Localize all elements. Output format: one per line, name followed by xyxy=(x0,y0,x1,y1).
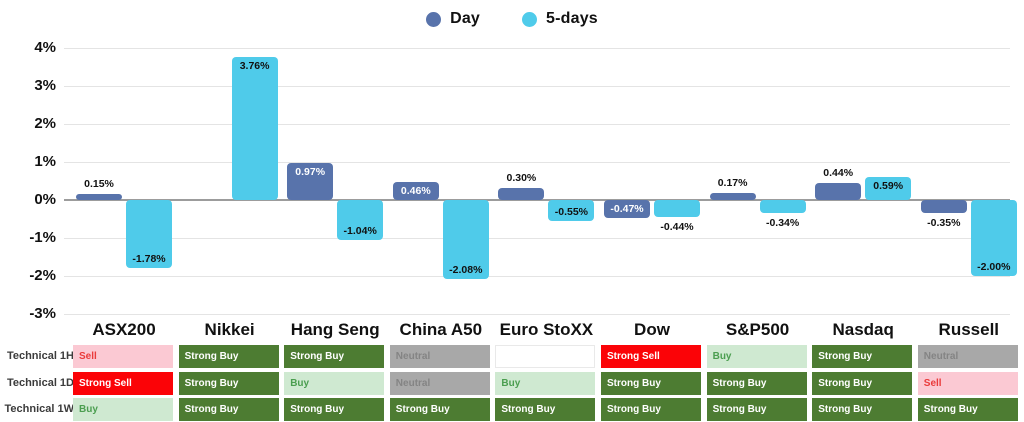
bar-5-days-dow xyxy=(654,199,700,217)
category-label-euro-stoxx: Euro StoXX xyxy=(499,320,594,339)
y-axis-tick: 3% xyxy=(34,76,56,94)
chart-legend: Day 5-days xyxy=(0,5,1024,33)
rating-cell-s-p500: Strong Buy xyxy=(706,398,807,421)
y-axis-tick: 4% xyxy=(34,38,56,56)
bar-5-days-nasdaq xyxy=(865,177,912,200)
rating-cell-china-a50: Neutral xyxy=(389,372,490,395)
rating-cell-euro-stoxx xyxy=(495,345,596,368)
rating-cell-russell: Neutral xyxy=(917,345,1018,368)
bar-5-days-hang-seng xyxy=(337,199,384,240)
bar-value-label: -0.47% xyxy=(610,202,644,215)
bar-day-euro-stoxx xyxy=(498,188,545,200)
bar-value-label: 0.15% xyxy=(84,178,114,191)
bar-value-label: -0.44% xyxy=(660,220,694,233)
legend-label: 5-days xyxy=(546,10,598,27)
y-axis-tick: 0% xyxy=(34,190,56,208)
bar-5-days-russell xyxy=(970,199,1017,277)
rating-cell-china-a50: Strong Buy xyxy=(389,398,490,421)
category-label-hang-seng: Hang Seng xyxy=(290,320,380,339)
bar-value-label: 0.46% xyxy=(400,185,431,198)
rating-cell-russell: Sell xyxy=(917,372,1018,395)
bar-value-label: -0.34% xyxy=(765,216,800,229)
category-label-nasdaq: Nasdaq xyxy=(832,320,894,339)
rating-cell-dow: Strong Buy xyxy=(601,398,701,421)
bar-day-nasdaq xyxy=(815,183,862,200)
rating-cell-russell: Strong Buy xyxy=(917,398,1018,421)
table-row-label: Technical 1H xyxy=(6,350,74,362)
bar-value-label: 3.76% xyxy=(239,59,270,72)
legend-item-5-days: 5-days xyxy=(522,10,598,28)
gridline xyxy=(64,161,1010,163)
y-axis-tick: -1% xyxy=(29,229,56,246)
bar-day-hang-seng xyxy=(287,162,334,200)
gridline xyxy=(64,238,1010,239)
y-axis-tick: 2% xyxy=(34,114,56,132)
rating-cell-s-p500: Strong Buy xyxy=(706,372,807,395)
y-axis-tick: 1% xyxy=(34,152,56,170)
bar-5-days-asx200 xyxy=(126,199,172,268)
rating-cell-dow: Strong Buy xyxy=(601,372,701,395)
rating-cell-asx200: Buy xyxy=(73,398,173,421)
legend-dot-icon xyxy=(426,11,442,27)
gridline xyxy=(64,314,1010,316)
bar-value-label: 0.44% xyxy=(823,167,854,180)
rating-cell-s-p500: Buy xyxy=(706,345,807,368)
gridline xyxy=(64,276,1010,278)
gridline xyxy=(64,123,1010,125)
legend-label: Day xyxy=(450,10,481,27)
category-label-dow: Dow xyxy=(634,320,670,339)
table-row-label: Technical 1W xyxy=(4,403,74,415)
y-axis-tick: -2% xyxy=(29,267,56,285)
rating-cell-nikkei: Strong Buy xyxy=(178,345,279,368)
rating-cell-nikkei: Strong Buy xyxy=(178,398,279,421)
category-label-nikkei: Nikkei xyxy=(204,320,255,339)
zero-gridline xyxy=(64,198,1010,201)
rating-cell-nasdaq: Strong Buy xyxy=(812,398,913,421)
rating-cell-hang-seng: Strong Buy xyxy=(284,398,385,421)
bar-day-dow xyxy=(604,199,650,218)
rating-cell-asx200: Strong Sell xyxy=(73,372,173,395)
bar-value-label: 0.59% xyxy=(873,180,904,193)
rating-cell-hang-seng: Strong Buy xyxy=(284,345,385,368)
bar-day-asx200 xyxy=(76,194,122,200)
category-label-china-a50: China A50 xyxy=(399,320,483,339)
rating-cell-nikkei: Strong Buy xyxy=(178,372,279,395)
table-row-label: Technical 1D xyxy=(6,377,74,389)
gridline xyxy=(64,47,1010,49)
bar-5-days-nikkei xyxy=(231,56,278,200)
bar-value-label: -0.55% xyxy=(554,205,589,218)
bar-value-label: -1.78% xyxy=(132,252,166,265)
bar-5-days-china-a50 xyxy=(442,199,489,280)
bar-day-china-a50 xyxy=(392,182,439,200)
rating-cell-nasdaq: Strong Buy xyxy=(812,345,913,368)
category-label-asx200: ASX200 xyxy=(92,320,156,339)
rating-cell-china-a50: Neutral xyxy=(389,345,490,368)
rating-cell-hang-seng: Buy xyxy=(284,372,385,395)
bar-5-days-s-p500 xyxy=(759,199,806,213)
bar-value-label: 0.17% xyxy=(717,177,748,190)
bar-value-label: -2.08% xyxy=(449,264,483,277)
bar-value-label: 0.97% xyxy=(295,165,326,178)
bar-5-days-euro-stoxx xyxy=(548,199,595,221)
category-label-s-p500: S&P500 xyxy=(725,320,790,339)
bar-value-label: -0.35% xyxy=(927,217,961,230)
rating-cell-nasdaq: Strong Buy xyxy=(812,372,913,395)
bar-value-label: -1.04% xyxy=(343,224,377,237)
bar-day-s-p500 xyxy=(709,193,756,200)
bar-day-russell xyxy=(920,199,967,214)
y-axis-tick: -3% xyxy=(29,305,56,323)
rating-cell-euro-stoxx: Buy xyxy=(495,372,596,395)
legend-dot-icon xyxy=(522,11,538,27)
bar-value-label: -2.00% xyxy=(977,261,1011,274)
category-label-russell: Russell xyxy=(938,320,1000,339)
gridline xyxy=(64,85,1010,87)
legend-item-day: Day xyxy=(426,10,480,28)
rating-cell-asx200: Sell xyxy=(73,345,173,368)
bar-value-label: 0.30% xyxy=(506,172,537,185)
rating-cell-euro-stoxx: Strong Buy xyxy=(495,398,596,421)
rating-cell-dow: Strong Sell xyxy=(601,345,701,368)
